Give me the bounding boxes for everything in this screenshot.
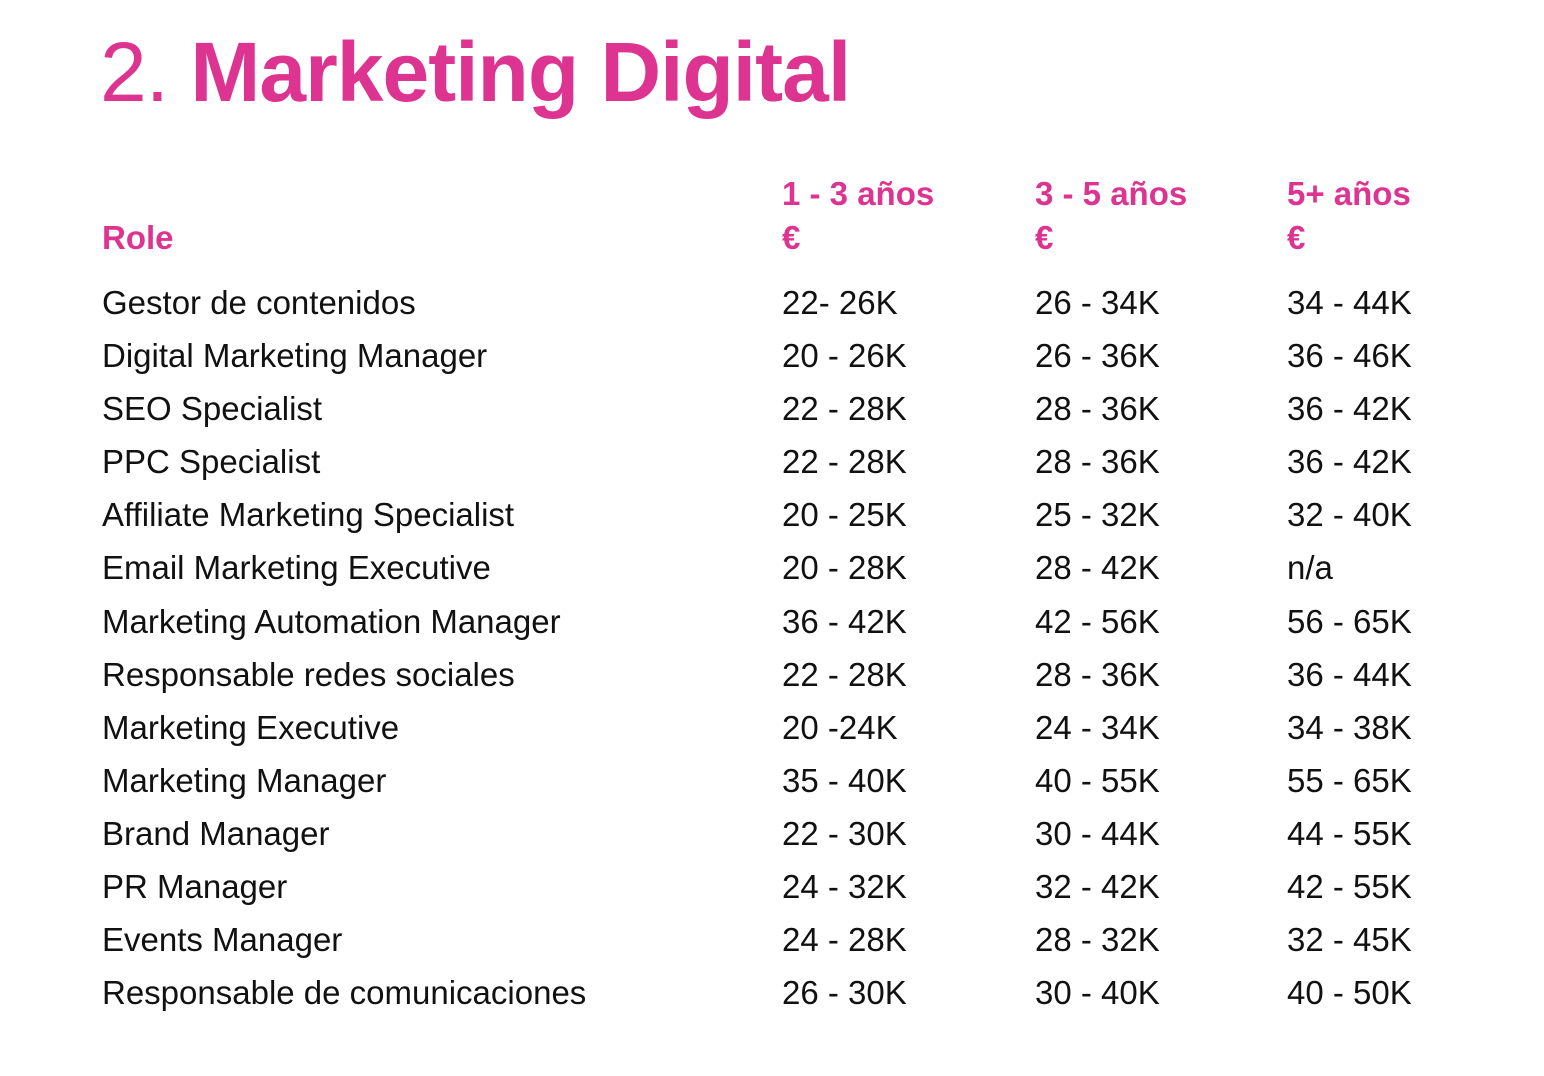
salary-cell-1-3: 26 - 30K — [782, 974, 907, 1012]
salary-cell-3-5: 26 - 34K — [1035, 284, 1160, 321]
role-cell: Marketing Automation Manager — [102, 602, 561, 640]
salary-cell-5plus: 55 - 65K — [1287, 761, 1412, 799]
role-cell: SEO Specialist — [102, 390, 323, 428]
salary-cell-1-3: 20 - 25K — [782, 496, 907, 534]
salary-cell-1-3: 20 -24K — [782, 708, 898, 746]
table-row: Responsable de comunicaciones 26 - 30K 3… — [102, 966, 1502, 1019]
salary-cell-1-3: 22 - 28K — [782, 655, 907, 693]
role-cell: Events Manager — [102, 921, 343, 959]
title-name: Marketing Digital — [190, 25, 851, 119]
salary-cell-3-5: 28 - 36K — [1035, 390, 1160, 428]
salary-cell-1-3: 35 - 40K — [782, 761, 907, 799]
salary-cell-1-3: 20 - 28K — [782, 549, 907, 587]
header-currency-label: € — [1287, 219, 1306, 256]
salary-cell-1-3: 36 - 42K — [782, 602, 907, 640]
header-col-5plus-years: 5+ años € — [1287, 172, 1411, 260]
salary-cell-3-5: 30 - 40K — [1035, 974, 1160, 1012]
salary-cell-5plus: 44 - 55K — [1287, 814, 1412, 852]
salary-cell-1-3: 22 - 28K — [782, 390, 907, 428]
salary-cell-3-5: 32 - 42K — [1035, 868, 1160, 906]
table-row: SEO Specialist 22 - 28K 28 - 36K 36 - 42… — [102, 382, 1502, 435]
salary-cell-3-5: 28 - 36K — [1035, 655, 1160, 693]
header-currency-label: € — [782, 219, 801, 256]
header-years-label: 1 - 3 años — [782, 175, 935, 212]
salary-cell-3-5: 30 - 44K — [1035, 814, 1160, 852]
salary-cell-5plus: 36 - 42K — [1287, 443, 1412, 481]
header-currency-label: € — [1035, 219, 1054, 256]
salary-table: Role 1 - 3 años € 3 - 5 años € 5+ años €… — [102, 172, 1502, 1011]
table-row: Brand Manager 22 - 30K 30 - 44K 44 - 55K — [102, 807, 1502, 860]
table-row: Affiliate Marketing Specialist 20 - 25K … — [102, 488, 1502, 541]
header-role: Role — [102, 219, 174, 256]
table-row: Email Marketing Executive 20 - 28K 28 - … — [102, 541, 1502, 594]
salary-cell-5plus: 40 - 50K — [1287, 974, 1412, 1012]
table-row: Events Manager 24 - 28K 28 - 32K 32 - 45… — [102, 913, 1502, 966]
role-cell: Responsable de comunicaciones — [102, 974, 587, 1012]
role-cell: Digital Marketing Manager — [102, 337, 488, 375]
header-years-label: 3 - 5 años — [1035, 175, 1188, 212]
salary-cell-5plus: 32 - 45K — [1287, 921, 1412, 959]
table-header: Role 1 - 3 años € 3 - 5 años € 5+ años € — [102, 172, 1502, 272]
salary-cell-5plus: 56 - 65K — [1287, 602, 1412, 640]
salary-cell-1-3: 22- 26K — [782, 284, 898, 321]
header-col-3-5-years: 3 - 5 años € — [1035, 172, 1187, 260]
salary-cell-5plus: 32 - 40K — [1287, 496, 1412, 534]
table-row: Marketing Automation Manager 36 - 42K 42… — [102, 595, 1502, 648]
salary-cell-3-5: 28 - 42K — [1035, 549, 1160, 587]
salary-cell-3-5: 24 - 34K — [1035, 708, 1160, 746]
salary-cell-5plus: 36 - 46K — [1287, 337, 1412, 375]
salary-cell-3-5: 25 - 32K — [1035, 496, 1160, 534]
page-title: 2. Marketing Digital — [100, 22, 851, 122]
table-row: Gestor de contenidos 22- 26K 26 - 34K 34… — [102, 276, 1502, 329]
title-number: 2. — [100, 25, 169, 119]
salary-cell-5plus: 34 - 44K — [1287, 284, 1412, 321]
salary-cell-1-3: 24 - 32K — [782, 868, 907, 906]
salary-cell-1-3: 24 - 28K — [782, 921, 907, 959]
table-row: Responsable redes sociales 22 - 28K 28 -… — [102, 648, 1502, 701]
role-cell: Gestor de contenidos — [102, 284, 416, 321]
salary-cell-5plus: 36 - 42K — [1287, 390, 1412, 428]
role-cell: PR Manager — [102, 868, 288, 906]
salary-cell-1-3: 22 - 30K — [782, 814, 907, 852]
salary-cell-3-5: 28 - 32K — [1035, 921, 1160, 959]
header-col-1-3-years: 1 - 3 años € — [782, 172, 934, 260]
salary-cell-3-5: 42 - 56K — [1035, 602, 1160, 640]
salary-cell-5plus: 42 - 55K — [1287, 868, 1412, 906]
salary-cell-3-5: 40 - 55K — [1035, 761, 1160, 799]
table-row: PPC Specialist 22 - 28K 28 - 36K 36 - 42… — [102, 435, 1502, 488]
table-row: Marketing Manager 35 - 40K 40 - 55K 55 -… — [102, 754, 1502, 807]
role-cell: Email Marketing Executive — [102, 549, 491, 587]
role-cell: Brand Manager — [102, 814, 330, 852]
salary-cell-3-5: 26 - 36K — [1035, 337, 1160, 375]
salary-cell-1-3: 22 - 28K — [782, 443, 907, 481]
header-years-label: 5+ años — [1287, 175, 1411, 212]
salary-cell-5plus: 34 - 38K — [1287, 708, 1412, 746]
salary-cell-3-5: 28 - 36K — [1035, 443, 1160, 481]
table-row: PR Manager 24 - 32K 32 - 42K 42 - 55K — [102, 860, 1502, 913]
role-cell: Marketing Executive — [102, 708, 400, 746]
role-cell: Affiliate Marketing Specialist — [102, 496, 515, 534]
role-cell: Marketing Manager — [102, 761, 387, 799]
role-cell: PPC Specialist — [102, 443, 321, 481]
salary-cell-5plus: 36 - 44K — [1287, 655, 1412, 693]
table-body: Gestor de contenidos 22- 26K 26 - 34K 34… — [102, 276, 1502, 1019]
salary-cell-5plus: n/a — [1287, 549, 1333, 587]
table-row: Marketing Executive 20 -24K 24 - 34K 34 … — [102, 701, 1502, 754]
table-row: Digital Marketing Manager 20 - 26K 26 - … — [102, 329, 1502, 382]
salary-cell-1-3: 20 - 26K — [782, 337, 907, 375]
role-cell: Responsable redes sociales — [102, 655, 515, 693]
